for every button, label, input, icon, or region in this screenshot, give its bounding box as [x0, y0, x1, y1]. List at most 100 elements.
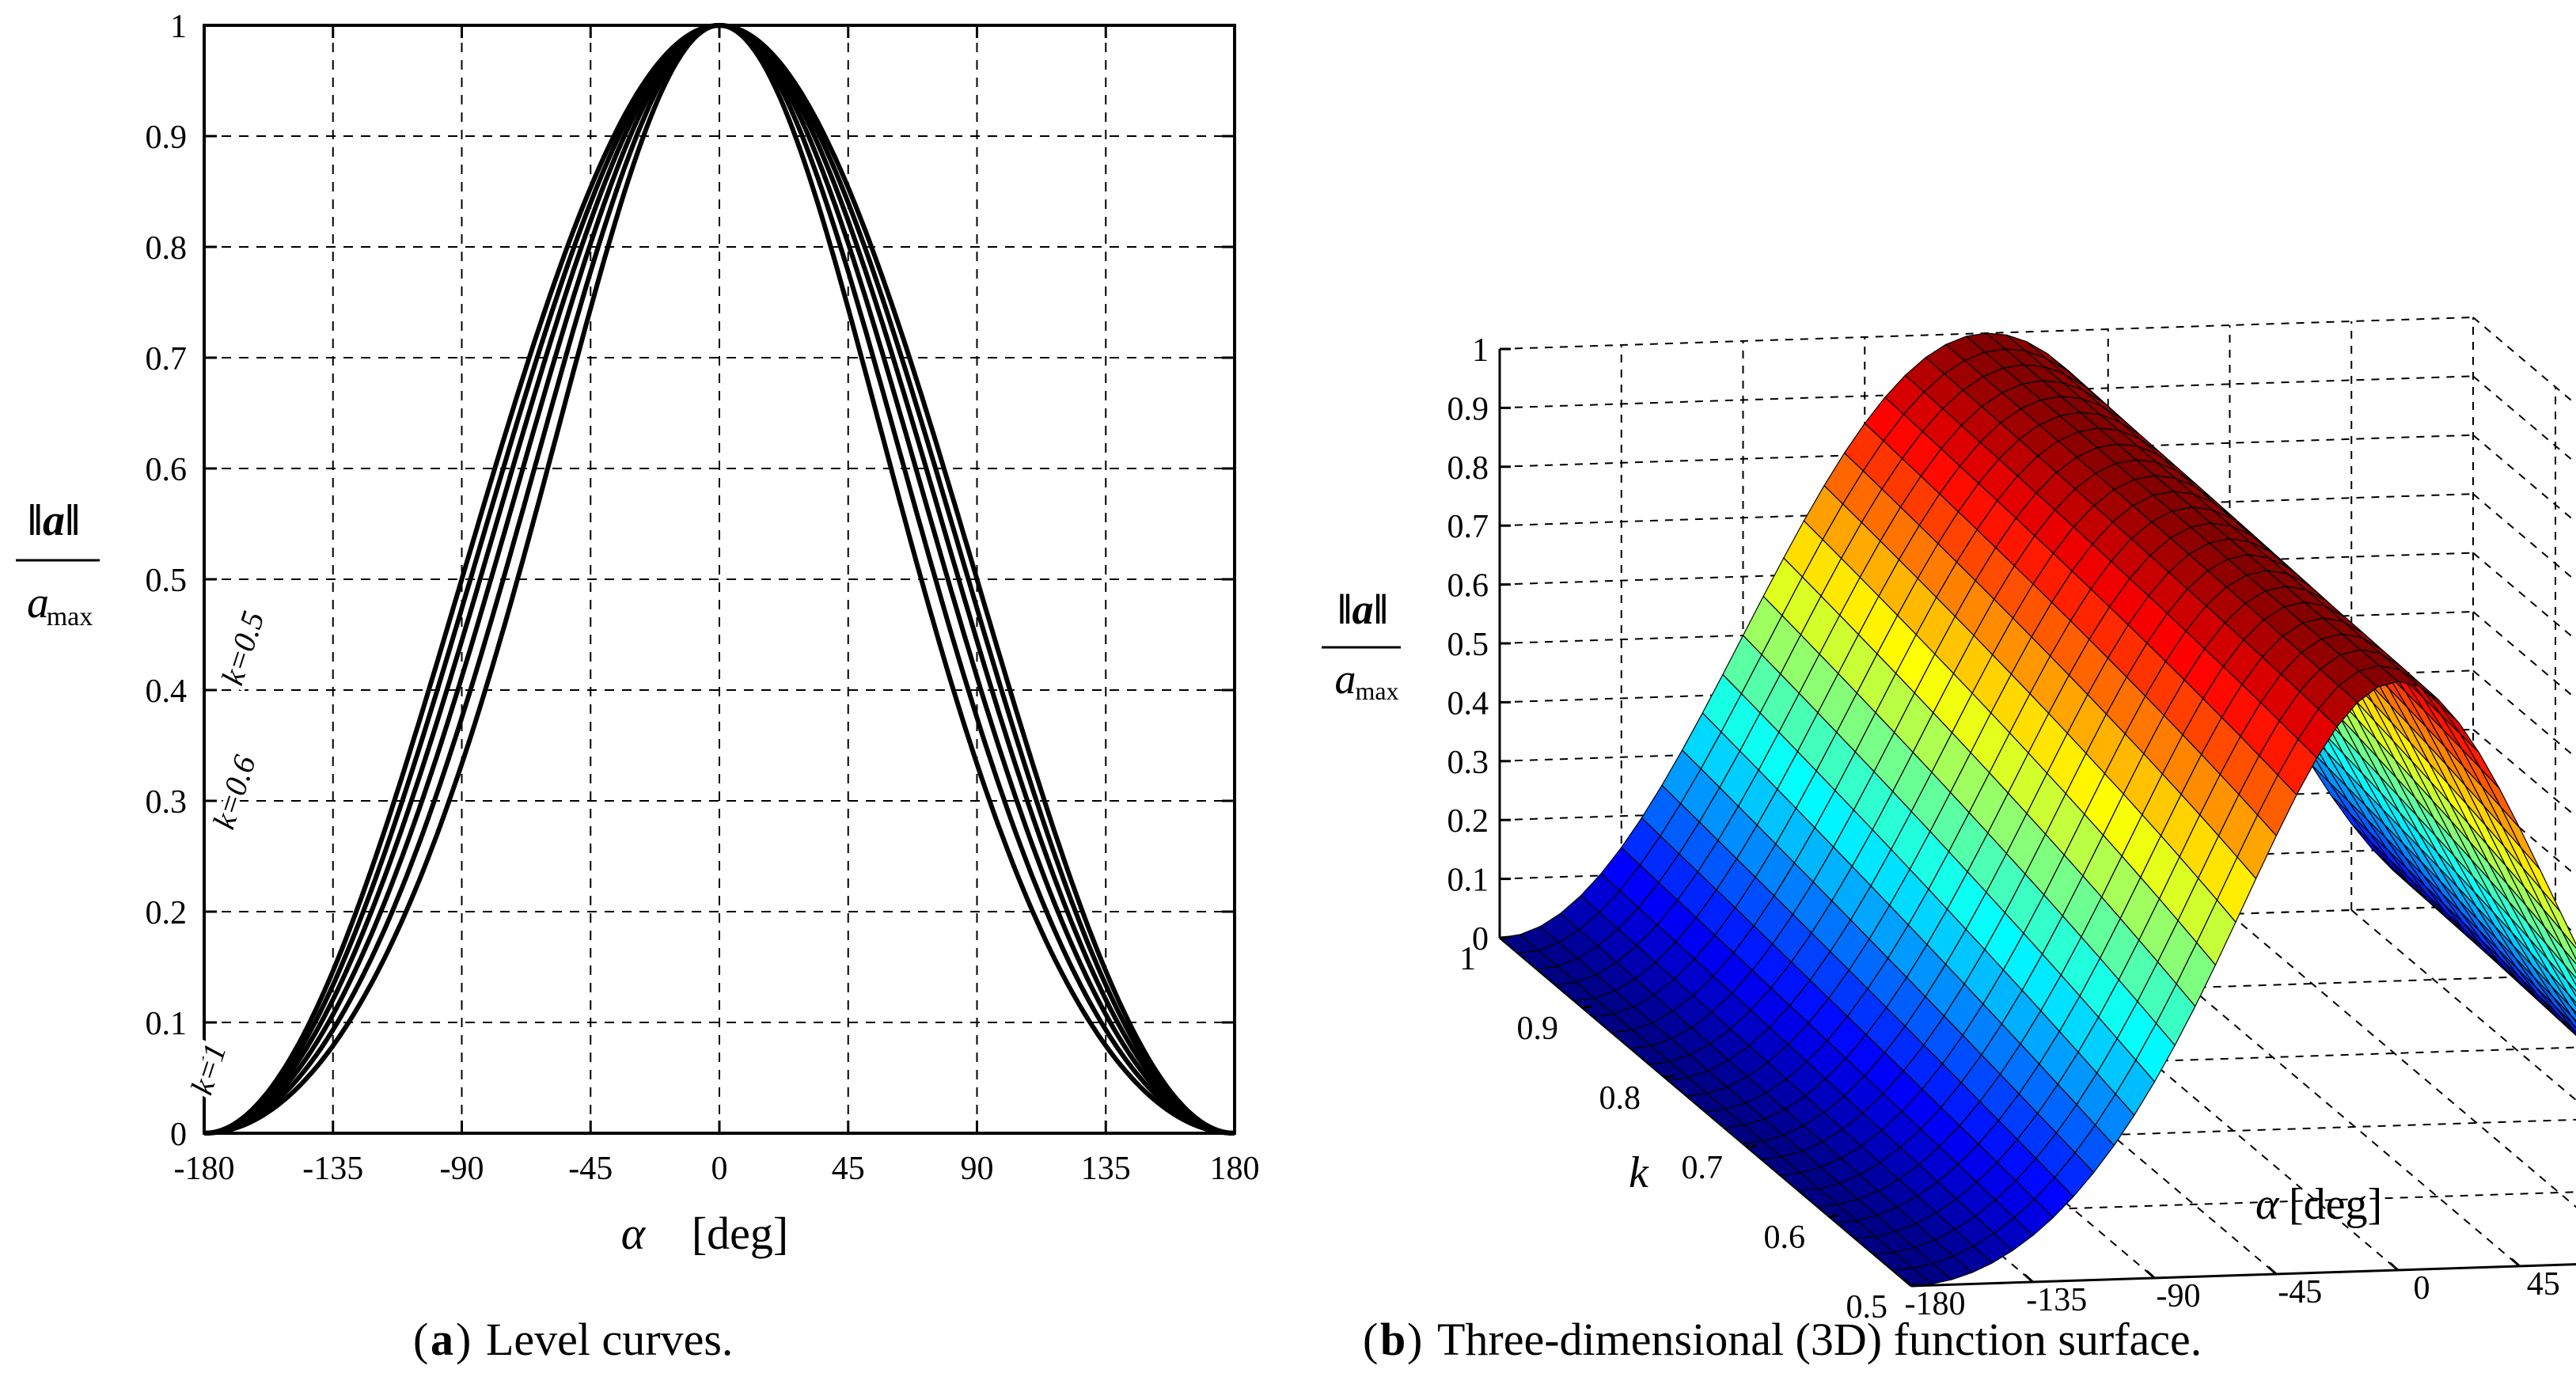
- panel-b-alpha-tick-label: -135: [2026, 1282, 2087, 1318]
- panel-b-k-tick-label: 0.6: [1764, 1219, 1806, 1256]
- panel-b-surface-patch: [2564, 965, 2576, 986]
- panel-b-floor-grid-line: [1828, 1191, 2576, 1217]
- panel-a-y-tick-label: 0.5: [146, 563, 188, 599]
- panel-b-z-tick-label: 0.3: [1447, 745, 1489, 781]
- panel-b-k-axis-label: k: [1629, 1148, 1649, 1197]
- panel-a-x-tick-label: 180: [1210, 1151, 1260, 1187]
- panel-a-y-tick-label: 0.1: [146, 1006, 188, 1042]
- panel-a-y-tick-label: 0.3: [146, 784, 188, 821]
- panel-a-y-tick-label: 0.9: [146, 119, 188, 156]
- panel-a-y-tick-label: 0.7: [146, 341, 188, 377]
- panel-b-alpha-axis-label: α [deg]: [2255, 1180, 2382, 1229]
- panel-a-x-tick-label: -90: [440, 1151, 484, 1187]
- panel-a-x-tick-label: -135: [302, 1151, 363, 1187]
- panel-a-curve-label: k=0.6: [206, 751, 263, 833]
- panel-b-z-tick-label: 0.7: [1447, 509, 1489, 545]
- panel-b-surface-patch: [2567, 992, 2576, 1007]
- panel-a-ylabel-denominator-subscript: max: [47, 602, 93, 632]
- panel-a-ylabel-numerator: ‖a‖: [28, 496, 81, 545]
- panel-a-y-tick-label: 0.6: [146, 452, 188, 488]
- panel-a-caption-paren-close: ): [456, 1314, 471, 1365]
- panel-b-alpha-tick-label: -45: [2278, 1274, 2322, 1310]
- panel-b-axis-line: [1910, 1263, 2576, 1288]
- panel-b-z-tick-label: 0.5: [1447, 627, 1489, 663]
- panel-a-caption-text: Level curves.: [486, 1314, 733, 1365]
- panel-b-surface-patch: [2566, 980, 2576, 998]
- panel-b-k-tick-label: 1: [1459, 941, 1476, 977]
- panel-a-y-tick-label: 1: [170, 9, 187, 45]
- panel-a-grid: [203, 24, 1236, 1135]
- panel-b-side-wall-grid-line: [2472, 375, 2576, 465]
- panel-a-x-tick-label: 90: [961, 1151, 994, 1187]
- panel-a-curve-labels: k=0.5 k=0.6 k=1: [180, 603, 275, 1103]
- panel-a-x-tick-label: 135: [1081, 1151, 1131, 1187]
- panel-a-y-tick-label: 0: [170, 1117, 187, 1153]
- panel-b-zlabel-denominator: a: [1335, 655, 1356, 703]
- panel-b-z-tick-label: 0.9: [1447, 391, 1489, 427]
- panel-b-alpha-tick-label: -180: [1905, 1286, 1966, 1322]
- panel-b-tick-labels: 0 0.1 0.2 0.3 0.4 0.5 0.6 0.7 0.8 0.9 1 1 0.9 0.8 0.7 0…: [1447, 332, 2560, 1326]
- panel-b-caption-paren-open: (: [1363, 1314, 1378, 1365]
- panel-b-z-tick-label: 1: [1472, 332, 1489, 369]
- panel-b-k-tick-mark: [1664, 1075, 1675, 1079]
- panel-b-z-tick-label: 0.1: [1447, 863, 1489, 899]
- panel-a-curve-label: k=0.5: [214, 607, 271, 689]
- panel-b-z-tick-label: 0: [1472, 921, 1489, 958]
- panel-b-alpha-tick-mark: [2388, 1261, 2400, 1272]
- panel-b-caption-text: Three-dimensional (3D) function surface.: [1437, 1314, 2202, 1365]
- panel-a-x-tick-label: -45: [568, 1151, 613, 1187]
- panel-a-x-tick-label: -180: [174, 1151, 235, 1187]
- panel-b-z-axis-label: ‖a‖ a max: [1322, 586, 1401, 705]
- panel-b-side-wall-grid-line: [2472, 317, 2576, 406]
- panel-a-y-tick-label: 0.2: [146, 895, 188, 931]
- panel-a-ylabel-denominator: a: [27, 578, 49, 628]
- panel-b-xlabel-symbol: α: [2255, 1180, 2280, 1229]
- panel-b-k-tick-mark: [1499, 935, 1510, 939]
- panel-a-y-tick-label: 0.4: [146, 673, 188, 710]
- panel-a-x-axis-label: α [deg]: [621, 1208, 788, 1259]
- panel-b-k-tick-mark: [1746, 1144, 1757, 1148]
- panel-b-alpha-tick-mark: [2024, 1273, 2034, 1284]
- panel-b-z-tick-label: 0.2: [1447, 803, 1489, 840]
- panel-b-k-tick-label: 0.5: [1846, 1289, 1888, 1326]
- panel-a-tick-labels: -180 -135 -90 -45 0 45 90 135 180 0 0.1 0.2 0.3 0.4 0.…: [146, 9, 1260, 1187]
- panel-b-z-tick-label: 0.4: [1447, 685, 1489, 722]
- panel-b-alpha-tick-mark: [2145, 1269, 2156, 1280]
- panel-b-side-wall-grid-line: [2472, 434, 2576, 524]
- panel-b-alpha-tick-mark: [2267, 1265, 2278, 1276]
- panel-a-x-tick-label: 45: [832, 1151, 865, 1187]
- panel-b-alpha-tick-mark: [2510, 1257, 2521, 1268]
- panel-b-caption-paren-close: ): [1407, 1314, 1422, 1365]
- panel-b-z-tick-label: 0.8: [1447, 450, 1489, 487]
- panel-b-caption: ( b ) Three-dimensional (3D) function su…: [1363, 1314, 2202, 1365]
- panel-b-k-tick-label: 0.7: [1682, 1150, 1724, 1186]
- panel-b-xlabel-unit: [deg]: [2289, 1180, 2382, 1229]
- panel-b-zlabel-numerator: ‖a‖: [1337, 586, 1388, 633]
- panel-a-caption-letter: a: [431, 1314, 453, 1365]
- panel-b-surface-patch: [2570, 1015, 2576, 1023]
- panel-b-k-tick-mark: [1910, 1284, 1922, 1288]
- panel-b-k-tick-label: 0.8: [1599, 1080, 1641, 1117]
- panel-a-xlabel-unit: [deg]: [692, 1208, 788, 1259]
- panel-b-caption-letter: b: [1380, 1314, 1406, 1365]
- panel-a-y-tick-label: 0.8: [146, 230, 188, 267]
- panel-a-caption-paren-open: (: [413, 1314, 428, 1365]
- panel-b-z-tick-label: 0.6: [1447, 568, 1489, 605]
- panel-b-alpha-tick-label: 45: [2527, 1266, 2560, 1303]
- panel-b-k-tick-label: 0.9: [1517, 1011, 1559, 1047]
- panel-b-surface: [1499, 332, 2576, 1287]
- panel-b-surface-patch: [2569, 1004, 2576, 1016]
- panel-a-level-curves: -180 -135 -90 -45 0 45 90 135 180 0 0.1 0.2 0.3 0.4 0.…: [16, 9, 1260, 1365]
- panel-b-3d-surface: 0 0.1 0.2 0.3 0.4 0.5 0.6 0.7 0.8 0.9 1 1 0.9 0.8 0.7 0…: [1322, 317, 2576, 1365]
- panel-b-alpha-tick-label: 0: [2414, 1270, 2430, 1307]
- panel-b-alpha-tick-mark: [1902, 1277, 1913, 1288]
- panel-a-curve-label: k=1: [184, 1039, 233, 1098]
- panel-a-xlabel-symbol: α: [621, 1208, 647, 1259]
- panel-b-alpha-tick-label: -90: [2157, 1278, 2201, 1314]
- panel-a-caption: ( a ) Level curves.: [413, 1314, 733, 1365]
- panel-a-x-tick-label: 0: [711, 1151, 728, 1187]
- panel-b-floor-grid-line: [1910, 1263, 2576, 1287]
- panel-a-y-axis-label: ‖a‖ a max: [16, 496, 100, 632]
- panel-b-floor-grid-line: [1746, 1118, 2576, 1147]
